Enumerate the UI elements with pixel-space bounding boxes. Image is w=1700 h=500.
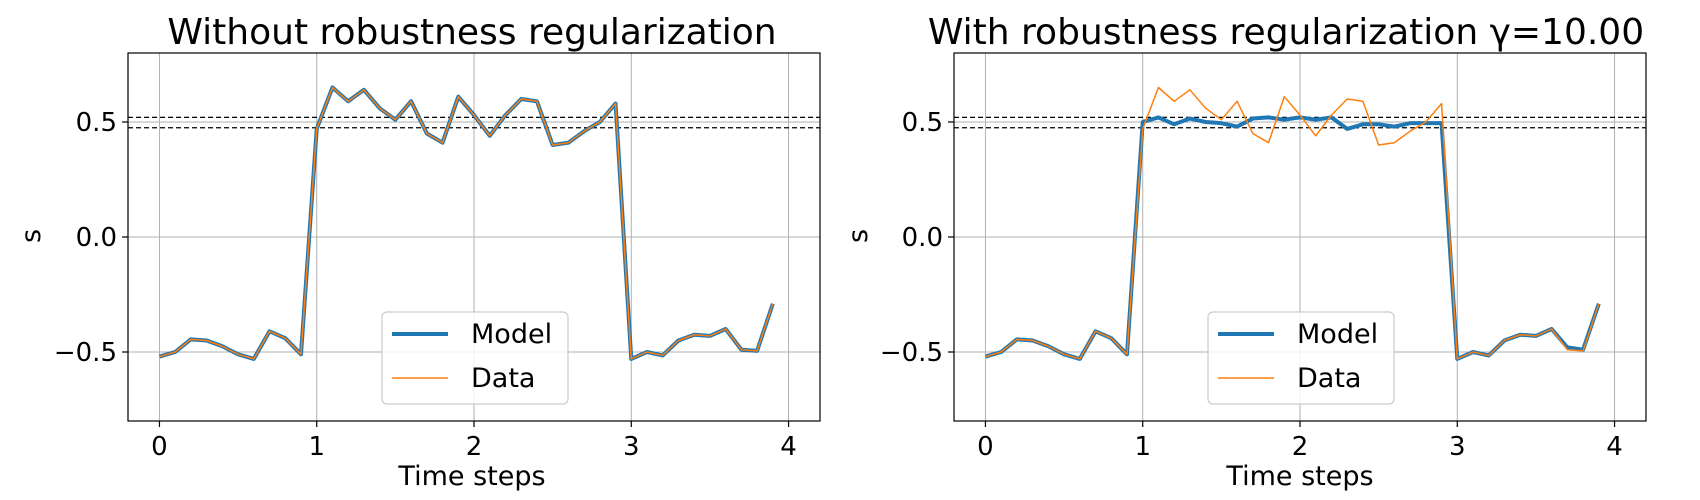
right-xtick-label-1: 1 — [1134, 432, 1151, 462]
right-panel-xlabel: Time steps — [1225, 461, 1373, 492]
left-xtick-label-0: 0 — [151, 432, 168, 462]
left-xtick-label-4: 4 — [780, 432, 797, 462]
right-panel-series — [984, 86, 1601, 361]
right-series-data-line — [985, 86, 1600, 360]
right-ytick-label-2: 0.5 — [902, 108, 943, 138]
left-panel: Without robustness regularization Time s… — [16, 12, 821, 492]
right-legend-model-label: Model — [1297, 319, 1378, 350]
right-xtick-label-4: 4 — [1606, 432, 1623, 462]
right-xtick-label-3: 3 — [1449, 432, 1466, 462]
right-xtick-label-0: 0 — [977, 432, 994, 462]
left-ytick-label-2: 0.5 — [76, 108, 117, 138]
left-panel-ticks: 0 1 2 3 4 −0.5 0.0 0.5 — [54, 108, 797, 462]
left-xtick-label-2: 2 — [466, 432, 483, 462]
left-series-data-line — [159, 86, 774, 360]
right-panel-ticks: 0 1 2 3 4 −0.5 0.0 0.5 — [880, 108, 1623, 462]
right-ytick-label-1: 0.0 — [902, 223, 943, 253]
right-panel-legend: Model Data — [1207, 311, 1395, 405]
right-panel-grid — [954, 53, 1646, 421]
left-legend-model-label: Model — [471, 319, 552, 350]
right-panel-ylabel: s — [843, 229, 874, 243]
right-panel: With robustness regularization γ=10.00 T… — [843, 12, 1647, 492]
left-panel-series — [158, 85, 775, 361]
left-panel-legend: Model Data — [381, 311, 569, 405]
right-xtick-label-2: 2 — [1292, 432, 1309, 462]
right-panel-title: With robustness regularization γ=10.00 — [928, 12, 1644, 53]
left-legend-data-label: Data — [471, 363, 535, 394]
left-panel-ylabel: s — [16, 229, 47, 243]
left-ytick-label-0: −0.5 — [54, 338, 117, 368]
left-xtick-label-3: 3 — [623, 432, 640, 462]
right-ytick-label-0: −0.5 — [880, 338, 943, 368]
right-legend-data-label: Data — [1297, 363, 1361, 394]
left-ytick-label-1: 0.0 — [76, 223, 117, 253]
left-xtick-label-1: 1 — [308, 432, 325, 462]
left-panel-title: Without robustness regularization — [167, 12, 776, 53]
left-panel-xlabel: Time steps — [397, 461, 545, 492]
